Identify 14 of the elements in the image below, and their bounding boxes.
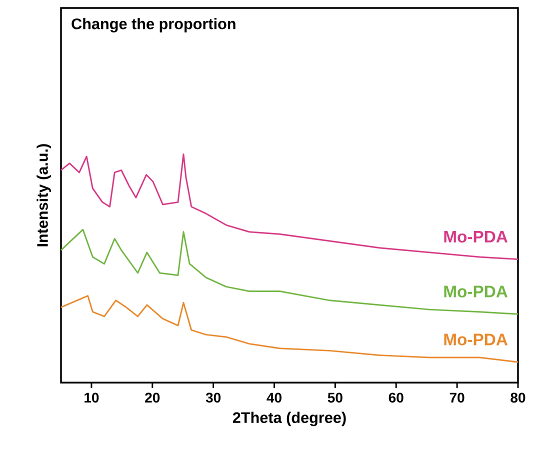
- x-axis-title: 2Theta (degree): [232, 412, 346, 426]
- x-tick-label: 20: [145, 392, 160, 403]
- chart-title: Change the proportion: [72, 18, 236, 32]
- series-label: Mo-PDA: [444, 230, 508, 243]
- x-tick-label: 30: [206, 392, 221, 403]
- x-tick-label: 40: [266, 392, 282, 403]
- x-tick-label: 70: [450, 392, 464, 403]
- x-tick-label: 80: [510, 392, 526, 403]
- series-label: Mo-PDA: [444, 334, 508, 346]
- series-label: Mo-PDA: [444, 286, 508, 298]
- y-axis-title: Intensity (a.u.): [36, 144, 51, 246]
- x-tick-label: 60: [388, 392, 404, 403]
- x-tick-label: 10: [84, 392, 99, 403]
- x-tick-label: 50: [328, 392, 342, 403]
